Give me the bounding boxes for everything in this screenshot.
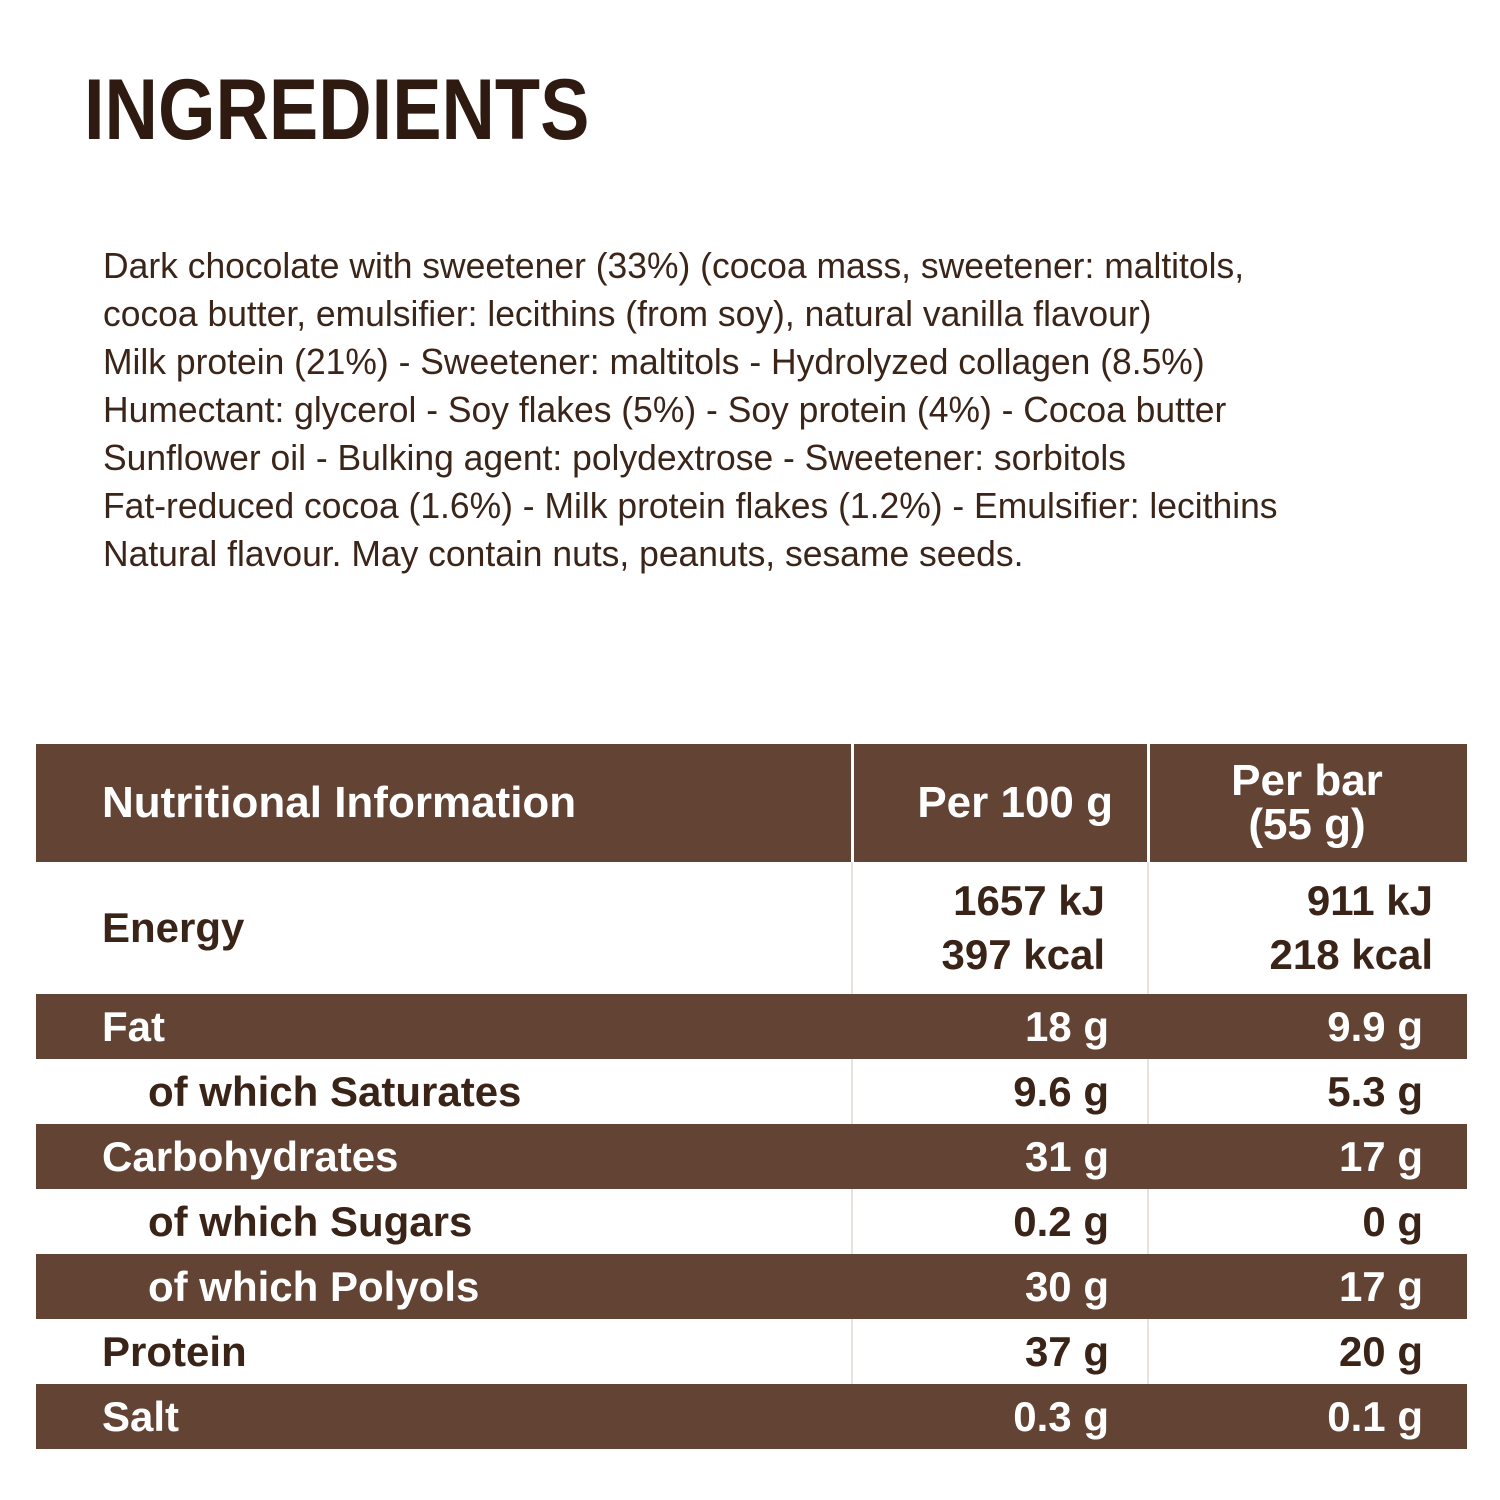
nutrient-label: Fat [102,1002,165,1050]
column-divider [1147,744,1150,862]
table-row: Protein 37 g 20 g [36,1319,1467,1384]
column-divider [1147,1319,1149,1384]
ingredients-list: Dark chocolate with sweetener (33%) (coc… [103,242,1493,578]
per-100g-value: 30 g [1024,1262,1109,1310]
energy-kj-per-100g: 1657 kJ [953,877,1105,924]
table-row: Energy 1657 kJ 397 kcal 911 kJ 218 kcal [36,862,1467,994]
per-100g-header: Per 100 g [917,778,1113,827]
nutrient-label: of which Saturates [148,1067,522,1115]
per-bar-value: 911 kJ 218 kcal [1147,862,1467,994]
energy-kj-per-bar: 911 kJ [1306,877,1433,924]
per-bar-value: 9.9 g [1327,1002,1423,1050]
per-bar-header-line2: (55 g) [1248,800,1366,849]
ingredients-line: Natural flavour. May contain nuts, peanu… [103,533,1024,574]
nutrient-label: of which Sugars [148,1197,473,1245]
per-bar-value: 0.1 g [1327,1392,1423,1440]
column-divider [851,1189,853,1254]
per-bar-header-line1: Per bar [1231,756,1383,805]
column-divider [851,1319,853,1384]
column-divider [851,862,853,994]
per-100g-value: 1657 kJ 397 kcal [851,862,1147,994]
per-100g-value: 31 g [1024,1132,1109,1180]
nutrient-label: Salt [102,1392,180,1440]
column-divider [1147,1059,1149,1124]
per-100g-value: 0.2 g [1013,1197,1109,1245]
per-bar-value: 17 g [1338,1262,1423,1310]
column-divider [851,1059,853,1124]
ingredients-line: Milk protein (21%) - Sweetener: maltitol… [103,341,1205,382]
ingredients-line: Humectant: glycerol - Soy flakes (5%) - … [103,389,1227,430]
per-bar-value: 17 g [1338,1132,1423,1180]
column-divider [851,744,854,862]
per-bar-header: Per bar (55 g) [1147,744,1467,862]
table-row: of which Polyols 30 g 17 g [36,1254,1467,1319]
ingredients-line: Sunflower oil - Bulking agent: polydextr… [103,437,1126,478]
table-row: Fat 18 g 9.9 g [36,994,1467,1059]
table-row: of which Saturates 9.6 g 5.3 g [36,1059,1467,1124]
column-divider [1147,1189,1149,1254]
per-100g-value: 9.6 g [1013,1067,1109,1115]
nutrient-label: Energy [102,904,245,951]
per-bar-value: 5.3 g [1327,1067,1423,1115]
page-title: INGREDIENTS [84,62,590,158]
per-100g-value: 18 g [1024,1002,1109,1050]
ingredients-line: Dark chocolate with sweetener (33%) (coc… [103,245,1245,286]
ingredients-line: cocoa butter, emulsifier: lecithins (fro… [103,293,1152,334]
per-100g-value: 37 g [1024,1327,1109,1375]
column-divider [1147,862,1149,994]
nutrient-label: Carbohydrates [102,1132,399,1180]
nutrient-label: of which Polyols [148,1262,480,1310]
energy-kcal-per-100g: 397 kcal [941,931,1106,978]
per-bar-value: 0 g [1362,1197,1423,1245]
nutrition-table: Nutritional Information Per 100 g Per ba… [36,744,1467,1449]
nutrition-header-row: Nutritional Information Per 100 g Per ba… [36,744,1467,862]
nutrition-header-label: Nutritional Information [102,778,577,827]
energy-kcal-per-bar: 218 kcal [1269,931,1434,978]
per-bar-value: 20 g [1338,1327,1423,1375]
per-100g-value: 0.3 g [1013,1392,1109,1440]
table-row: Salt 0.3 g 0.1 g [36,1384,1467,1449]
ingredients-line: Fat-reduced cocoa (1.6%) - Milk protein … [103,485,1278,526]
table-row: Carbohydrates 31 g 17 g [36,1124,1467,1189]
table-row: of which Sugars 0.2 g 0 g [36,1189,1467,1254]
nutrient-label: Protein [102,1327,247,1375]
